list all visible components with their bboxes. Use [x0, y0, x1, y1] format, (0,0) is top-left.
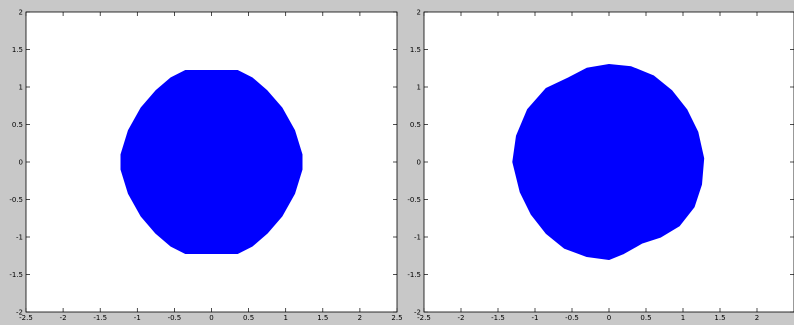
x-tick-label: -1.5	[491, 314, 505, 322]
x-tick-label: -1	[532, 314, 539, 322]
x-tick-label: 1	[681, 314, 685, 322]
y-tick-label: -1	[414, 234, 421, 242]
y-tick-label: 1.5	[410, 46, 421, 54]
y-tick-label: 0	[417, 159, 421, 167]
y-tick-label: -0.5	[407, 196, 421, 204]
y-tick-label: -1.5	[9, 271, 23, 279]
x-tick-label: -2.5	[19, 314, 33, 322]
right-plot: -2.5 -2 -1.5 -1 -0.5 0 0.5 1 1.5 2-2-1.5-1-0.500.…	[407, 9, 794, 322]
x-tick-label: 1.5	[317, 314, 328, 322]
y-tick-label: -2	[414, 309, 421, 317]
y-tick-label: -1.5	[407, 271, 421, 279]
y-tick-label: -2	[16, 309, 23, 317]
x-tick-label: 2.5	[391, 314, 402, 322]
x-tick-label: 0	[607, 314, 611, 322]
y-tick-label: 2	[417, 9, 421, 17]
x-tick-label: -1.5	[93, 314, 107, 322]
y-tick-label: 0.5	[12, 121, 23, 129]
x-tick-label: 2	[755, 314, 759, 322]
y-tick-label: 0	[19, 159, 23, 167]
y-tick-label: 2	[19, 9, 23, 17]
x-tick-label: -2.5	[417, 314, 431, 322]
x-tick-label: 0	[209, 314, 213, 322]
x-tick-label: 1	[283, 314, 287, 322]
x-tick-label: -0.5	[168, 314, 182, 322]
x-tick-label: -1	[134, 314, 141, 322]
y-tick-label: 0.5	[410, 121, 421, 129]
y-tick-label: 1	[417, 84, 421, 92]
y-tick-label: 1	[19, 84, 23, 92]
y-tick-label: -0.5	[9, 196, 23, 204]
filled-region	[512, 64, 705, 260]
x-tick-label: 0.5	[640, 314, 651, 322]
x-tick-label: -2	[60, 314, 67, 322]
x-tick-label: 2	[358, 314, 362, 322]
y-tick-label: 1.5	[12, 46, 23, 54]
x-tick-label: -2	[458, 314, 465, 322]
left-plot: -2.5 -2 -1.5 -1 -0.5 0 0.5 1 1.5 2 2.5-2-1.5-1-0.5…	[9, 9, 402, 323]
x-tick-label: 0.5	[243, 314, 254, 322]
x-tick-label: -0.5	[565, 314, 579, 322]
filled-region	[120, 70, 303, 254]
x-tick-label: 1.5	[714, 314, 725, 322]
y-tick-label: -1	[16, 234, 23, 242]
